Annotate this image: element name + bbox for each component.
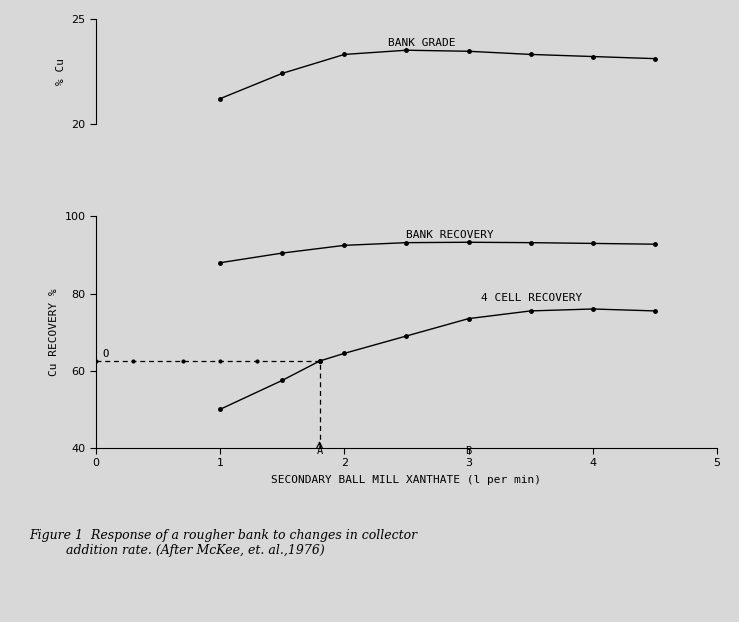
Text: O: O [102,349,109,359]
Text: B: B [466,445,471,456]
Text: BANK GRADE: BANK GRADE [388,38,455,48]
Text: A: A [316,445,323,456]
Text: Figure 1  Response of a rougher bank to changes in collector
         addition r: Figure 1 Response of a rougher bank to c… [30,529,418,557]
Y-axis label: Cu RECOVERY %: Cu RECOVERY % [49,288,59,376]
X-axis label: SECONDARY BALL MILL XANTHATE (l per min): SECONDARY BALL MILL XANTHATE (l per min) [271,475,542,485]
Text: 4 CELL RECOVERY: 4 CELL RECOVERY [481,294,582,304]
Text: BANK RECOVERY: BANK RECOVERY [406,230,494,239]
Y-axis label: % Cu: % Cu [56,58,66,85]
